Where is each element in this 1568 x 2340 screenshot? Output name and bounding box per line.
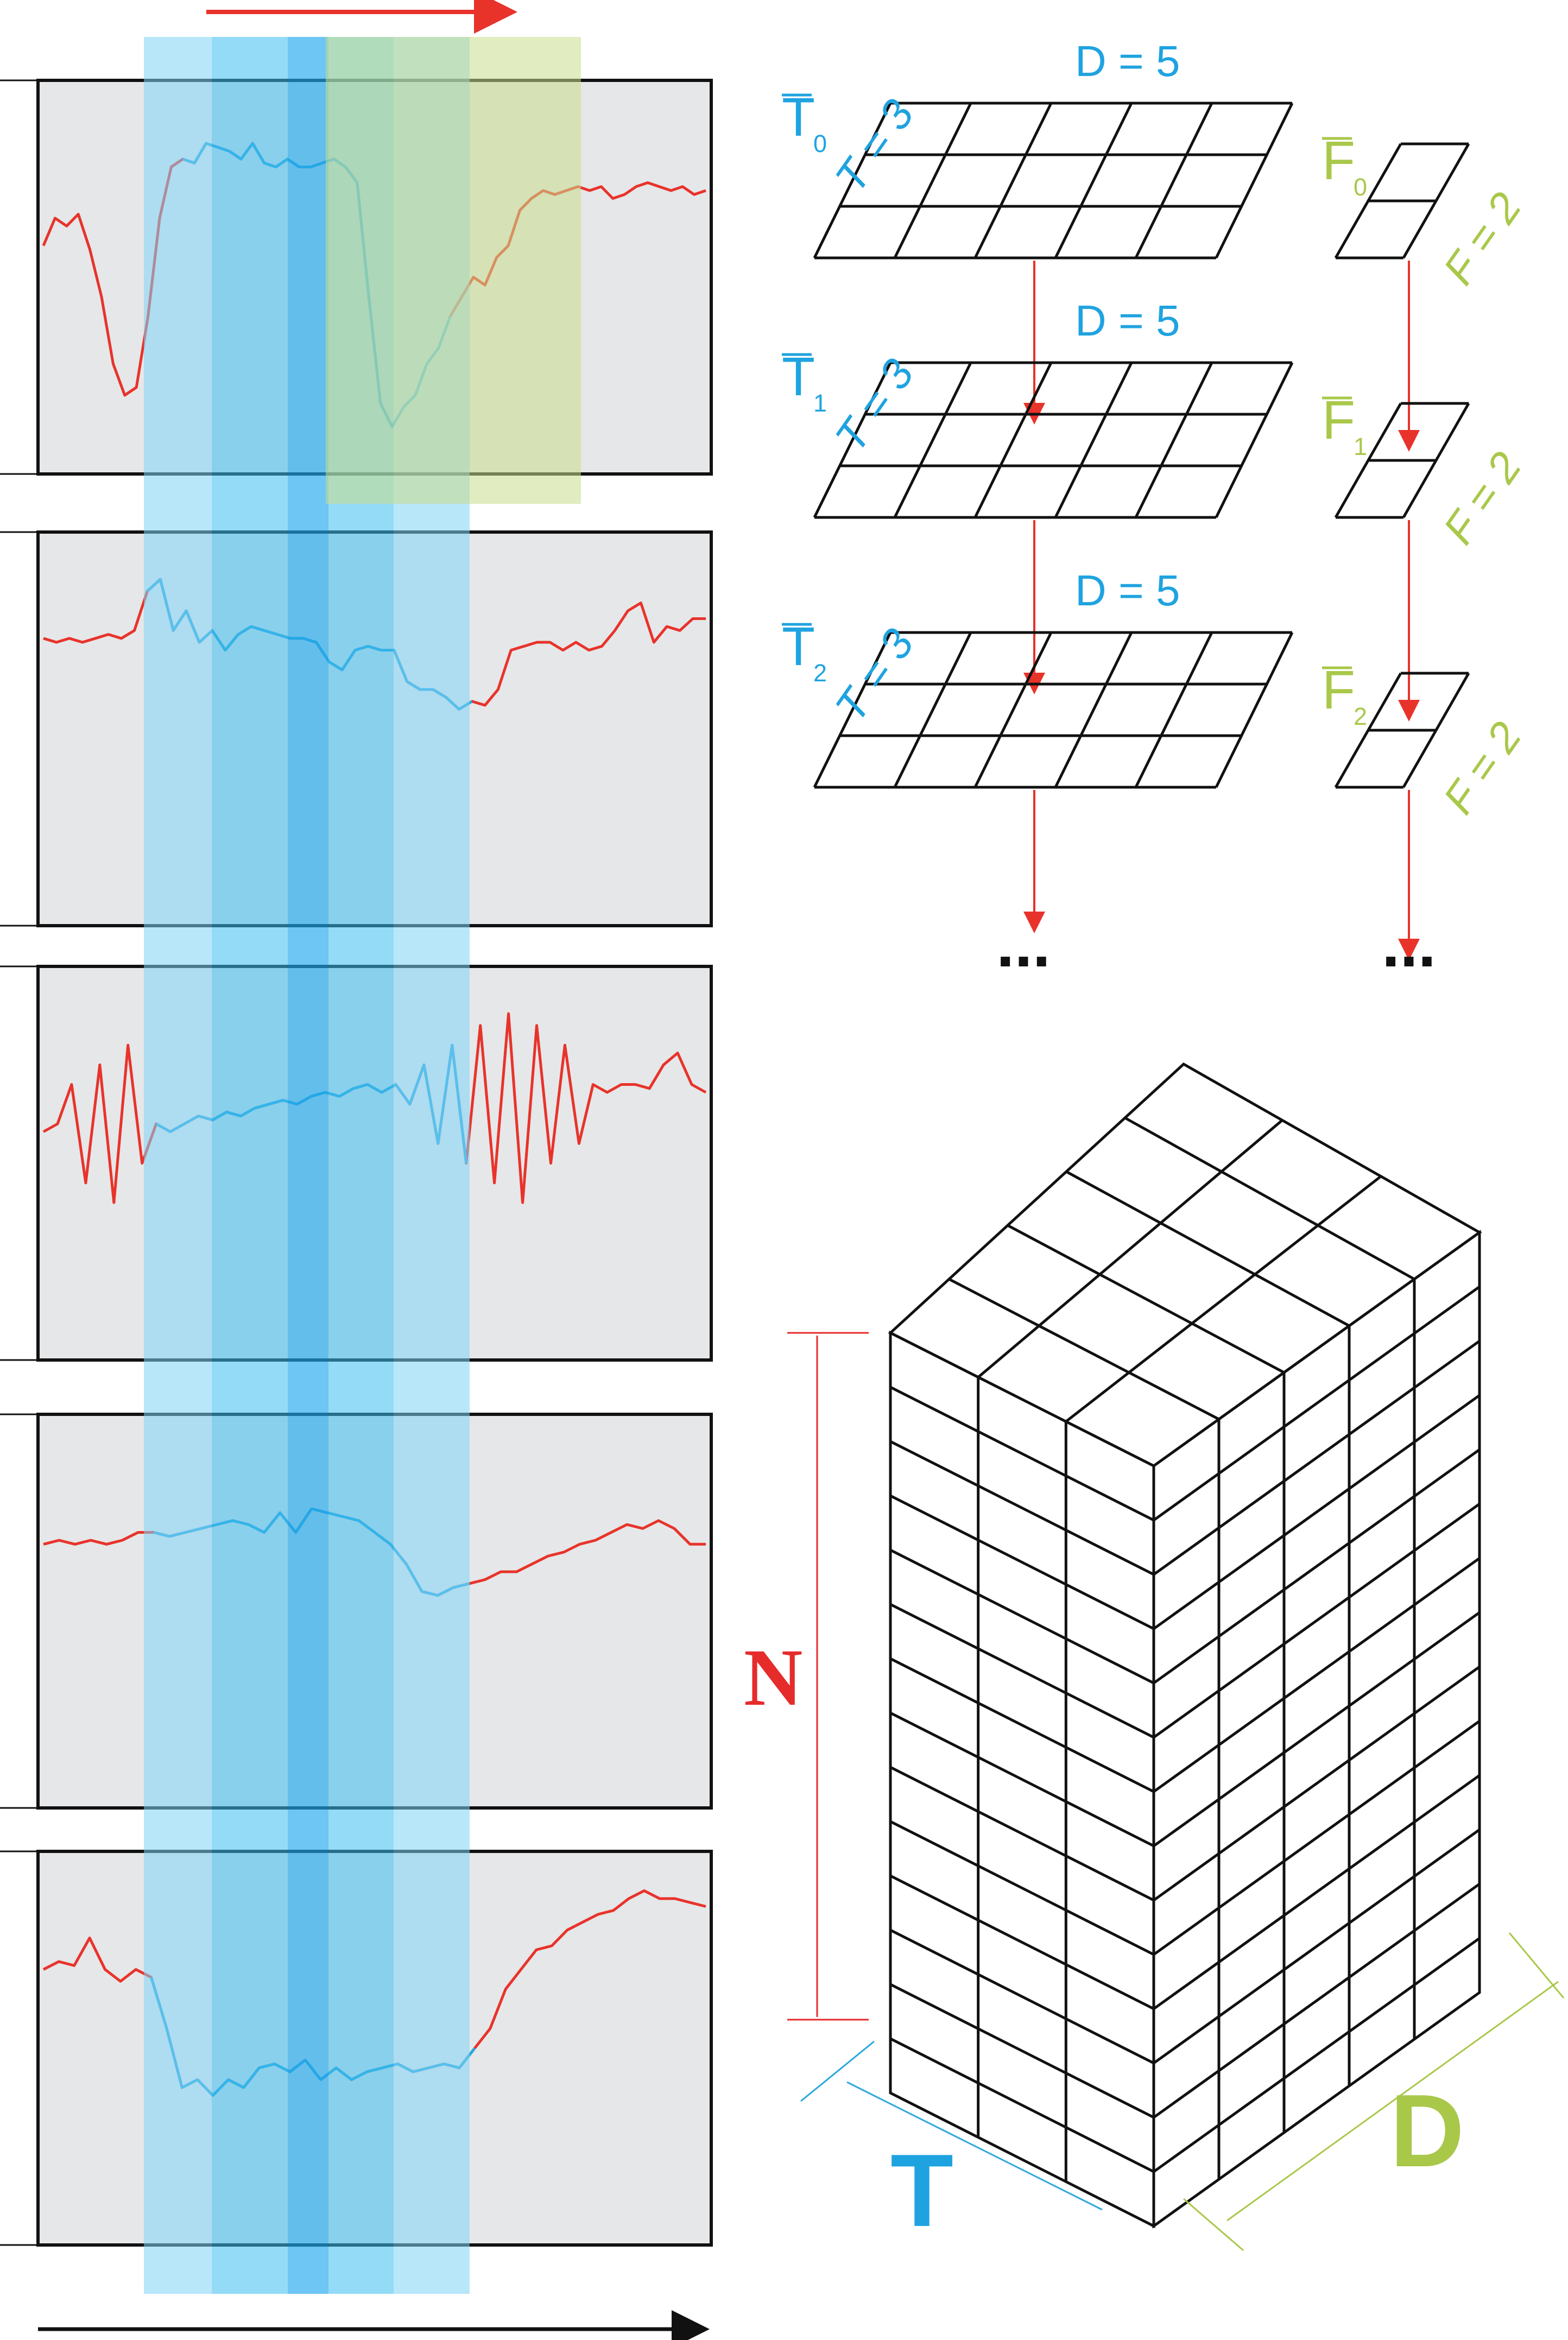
window-band [144, 37, 212, 2294]
layer-continuation-right: ... [1382, 908, 1436, 981]
window-band [288, 37, 328, 2294]
window-band-next [326, 37, 581, 504]
grid-line [1215, 362, 1294, 518]
cube-row [889, 1394, 1481, 1630]
d-ext [1508, 1932, 1565, 1999]
grid-line [1215, 102, 1294, 259]
grid-line [1134, 102, 1213, 259]
grid-line [1334, 672, 1402, 788]
cube-grid [1124, 1116, 1415, 1281]
grid-line [1402, 672, 1470, 788]
layer-t-label: T [782, 346, 815, 407]
cube-grid [1065, 1170, 1350, 1327]
layer-continuation-left: ... [996, 908, 1051, 981]
d-dim [1226, 1981, 1559, 2222]
cube-n-label: N [744, 1633, 802, 1723]
cube-row [889, 1882, 1481, 2119]
layer-t-label: T [782, 616, 815, 677]
grid-line [1054, 631, 1133, 788]
grid-line [813, 631, 892, 788]
grid-line [973, 102, 1053, 259]
cube-row [889, 1448, 1481, 1685]
cube-row [889, 1774, 1481, 2010]
layer-f-sub: 0 [1354, 173, 1367, 201]
grid-line [893, 362, 972, 518]
window-band [212, 37, 288, 2294]
grid-line [893, 102, 972, 259]
cube-row [889, 1339, 1481, 1576]
grid-line [1134, 362, 1213, 518]
layer-t-dim: T = 3 [826, 621, 923, 730]
grid-line [1215, 631, 1294, 788]
grid-line [813, 362, 892, 518]
cube-row [889, 1502, 1481, 1739]
grid-line [1334, 402, 1402, 518]
grid-line [813, 102, 892, 259]
cube-row [889, 1937, 1481, 2173]
layer-d-label: D = 5 [1075, 296, 1180, 345]
sliding-window-bands [144, 37, 581, 2294]
layer-t-dim: T = 3 [826, 351, 923, 460]
layer-d-label: D = 5 [1075, 566, 1180, 615]
layer-d-label: D = 5 [1075, 37, 1180, 85]
t-ext [800, 2040, 875, 2102]
grid-line [1402, 143, 1470, 259]
cube-grid [948, 1277, 1220, 1421]
layer-f-dim: F = 2 [1434, 184, 1531, 293]
grid-line [1134, 631, 1213, 788]
cube-row [889, 1665, 1481, 1902]
cube-t-label: T [890, 2133, 953, 2248]
grid-line [1334, 143, 1402, 259]
cube-row [889, 1828, 1481, 2065]
cube-d-label: D [1390, 2073, 1464, 2189]
tensor-cube [787, 1062, 1565, 2252]
layer-f-label: F [1322, 390, 1355, 451]
cube-row [889, 1557, 1481, 1793]
cube-row [889, 1719, 1481, 1956]
layer-f-label: F [1322, 130, 1355, 191]
layer-f-label: F [1322, 660, 1355, 720]
layer-t-sub: 0 [813, 130, 827, 157]
layer-t-sub: 1 [813, 389, 827, 417]
grid-line [973, 631, 1053, 788]
cube-grid [1007, 1224, 1285, 1374]
t-dim [846, 2081, 1103, 2211]
cube-row [889, 1611, 1481, 1848]
grid-line [1402, 402, 1470, 518]
grid-line [893, 631, 972, 788]
cube-grid [977, 1119, 1284, 1378]
layer-t-sub: 2 [813, 659, 827, 687]
grid-line [1054, 102, 1133, 259]
layer-f-sub: 2 [1354, 703, 1367, 730]
layer-f-sub: 1 [1354, 433, 1367, 460]
cube-row [889, 1285, 1481, 1522]
layer-t-dim: T = 3 [826, 91, 923, 201]
layer-f-dim: F = 2 [1434, 713, 1531, 823]
cube-grid [1065, 1175, 1382, 1423]
layer-f-dim: F = 2 [1434, 444, 1531, 553]
grid-line [1054, 362, 1133, 518]
grid-line [973, 362, 1053, 518]
d-ext [1183, 2198, 1244, 2252]
layer-t-label: T [782, 87, 815, 148]
